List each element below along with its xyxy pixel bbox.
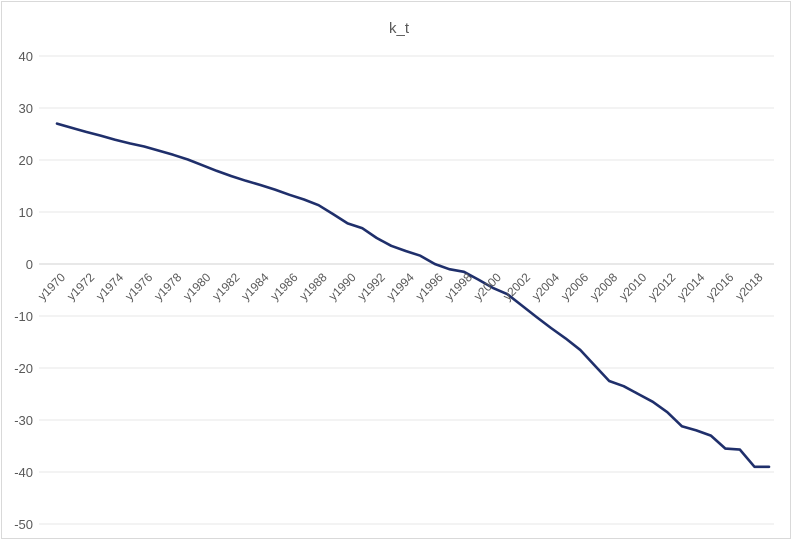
series-layer	[55, 122, 771, 469]
x-axis-ticks: y1970y1972y1974y1976y1978y1980y1982y1984…	[35, 270, 766, 303]
y-tick-label: 0	[26, 257, 33, 272]
x-tick-label: y1982	[209, 270, 242, 303]
x-tick-label: y2012	[645, 270, 678, 303]
y-tick-label: -50	[14, 517, 33, 532]
x-tick-label: y1988	[297, 270, 330, 303]
x-tick-label: y1976	[122, 270, 155, 303]
y-tick-label: -40	[14, 465, 33, 480]
series-line	[55, 122, 771, 469]
y-tick-label: 10	[19, 205, 33, 220]
x-tick-label: y2014	[674, 270, 707, 303]
gridlines	[39, 55, 774, 525]
x-tick-label: y1996	[413, 270, 446, 303]
x-tick-label: y1984	[239, 270, 272, 303]
x-tick-label: y2018	[733, 270, 766, 303]
y-tick-label: 30	[19, 101, 33, 116]
x-tick-label: y1992	[355, 270, 388, 303]
chart-title: k_t	[389, 20, 410, 37]
x-tick-label: y2008	[587, 270, 620, 303]
x-tick-label: y1972	[64, 270, 97, 303]
x-tick-label: y1994	[384, 270, 417, 303]
y-axis-ticks: 40 30 20 10 0 -10 -20 -30 -40 -50	[14, 49, 33, 532]
y-tick-label: 20	[19, 153, 33, 168]
x-tick-label: y2006	[558, 270, 591, 303]
y-tick-label: -30	[14, 413, 33, 428]
x-tick-label: y2002	[500, 270, 533, 303]
x-tick-label: y1990	[326, 270, 359, 303]
y-tick-label: -10	[14, 309, 33, 324]
y-tick-label: -20	[14, 361, 33, 376]
y-tick-label: 40	[19, 49, 33, 64]
x-tick-label: y2010	[616, 270, 649, 303]
x-tick-label: y2000	[471, 270, 504, 303]
x-tick-label: y1974	[93, 270, 126, 303]
x-tick-label: y1980	[180, 270, 213, 303]
x-tick-label: y1978	[151, 270, 184, 303]
x-tick-label: y2016	[704, 270, 737, 303]
x-tick-label: y2004	[529, 270, 562, 303]
x-tick-label: y1970	[35, 270, 68, 303]
x-tick-label: y1986	[268, 270, 301, 303]
